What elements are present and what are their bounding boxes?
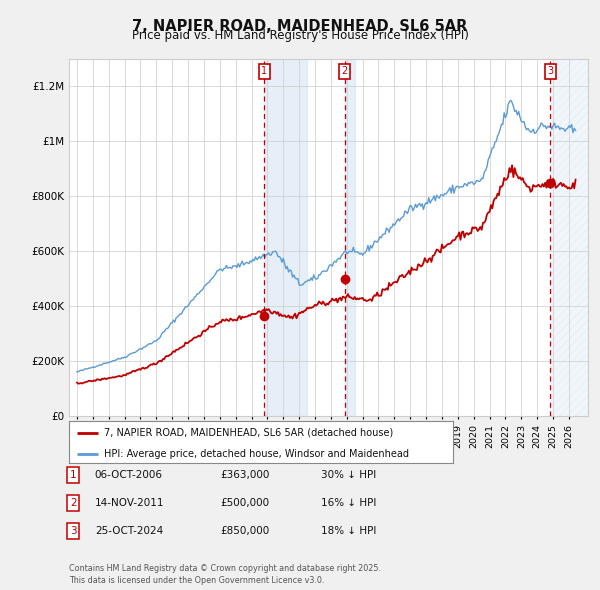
Text: £363,000: £363,000 [221,470,270,480]
Text: 3: 3 [70,526,77,536]
Text: £850,000: £850,000 [221,526,270,536]
Text: HPI: Average price, detached house, Windsor and Maidenhead: HPI: Average price, detached house, Wind… [104,449,409,459]
Text: 30% ↓ HPI: 30% ↓ HPI [321,470,376,480]
Text: 7, NAPIER ROAD, MAIDENHEAD, SL6 5AR (detached house): 7, NAPIER ROAD, MAIDENHEAD, SL6 5AR (det… [104,428,393,438]
Text: 1: 1 [261,66,267,76]
Bar [550,59,588,416]
Text: 2: 2 [341,66,348,76]
Text: 16% ↓ HPI: 16% ↓ HPI [321,498,376,507]
Text: 7, NAPIER ROAD, MAIDENHEAD, SL6 5AR: 7, NAPIER ROAD, MAIDENHEAD, SL6 5AR [133,19,467,34]
Text: 1: 1 [70,470,77,480]
Text: 3: 3 [547,66,553,76]
Bar [264,59,307,416]
Text: Contains HM Land Registry data © Crown copyright and database right 2025.
This d: Contains HM Land Registry data © Crown c… [69,565,381,585]
Text: 2: 2 [70,498,77,507]
Text: Price paid vs. HM Land Registry's House Price Index (HPI): Price paid vs. HM Land Registry's House … [131,30,469,42]
Bar [344,59,355,416]
Text: 06-OCT-2006: 06-OCT-2006 [95,470,163,480]
Text: £500,000: £500,000 [221,498,270,507]
Text: 25-OCT-2024: 25-OCT-2024 [95,526,163,536]
Text: 14-NOV-2011: 14-NOV-2011 [95,498,164,507]
Text: 18% ↓ HPI: 18% ↓ HPI [321,526,376,536]
